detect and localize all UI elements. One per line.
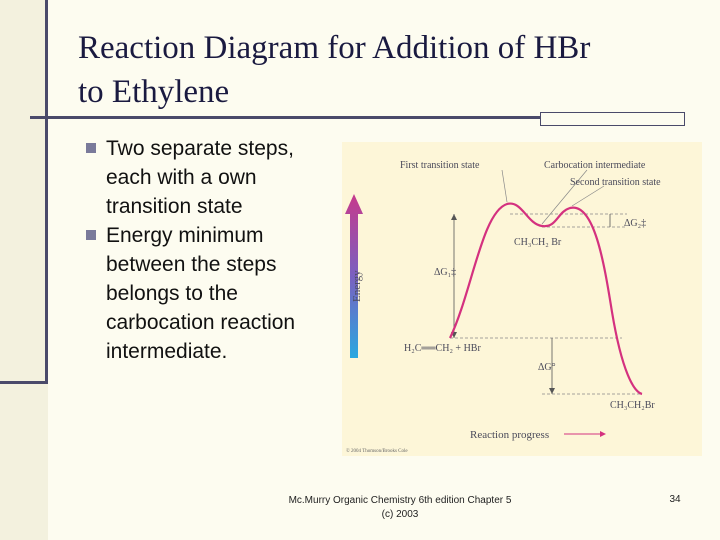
dg-overall-arrowhead-icon (549, 388, 555, 394)
bullet-square-icon (86, 230, 96, 240)
bullet-square-icon (86, 143, 96, 153)
carbocation-label: Carbocation intermediate (544, 160, 646, 171)
bullet-text: Two separate steps, each with a own tran… (106, 137, 294, 218)
bullet-item: Energy minimum between the steps belongs… (86, 221, 336, 366)
energy-arrow-icon (345, 194, 363, 358)
progress-label: Reaction progress (470, 429, 549, 441)
second-ts-label: Second transition state (570, 177, 661, 188)
reaction-energy-curve (449, 202, 643, 396)
left-decor-bar (0, 0, 48, 540)
energy-axis-label: Energy (351, 270, 363, 302)
left-decor-rule (0, 381, 48, 384)
reaction-energy-diagram: Energy Reaction progress First transitio… (342, 142, 702, 456)
copyright-text: © 2004 Thomson/Brooks Cole (346, 448, 408, 454)
second-ts-pointer (571, 185, 605, 207)
slide-title: Reaction Diagram for Addition of HBr to … (78, 26, 698, 114)
intermediate-pointer (541, 169, 588, 225)
left-decor-panel (0, 0, 48, 384)
reactants-label: H₂C══CH₂ + HBr (404, 343, 481, 354)
first-ts-pointer (501, 169, 508, 203)
bullet-text: Energy minimum between the steps belongs… (106, 224, 296, 363)
footer-line1: Mc.Murry Organic Chemistry 6th edition C… (288, 495, 512, 506)
dg2-label: ΔG₂‡ (624, 218, 646, 229)
dg-overall-label: ΔG° (538, 362, 556, 373)
footer: Mc.Murry Organic Chemistry 6th edition C… (250, 494, 550, 522)
dg1-label: ΔG₁‡ (434, 267, 456, 278)
title-underline-box (540, 112, 685, 126)
slide-title-line2: to Ethylene (78, 74, 230, 110)
title-underline (30, 116, 685, 119)
product-label: CH₃CH₂Br (610, 400, 655, 411)
bullet-item: Two separate steps, each with a own tran… (86, 134, 336, 221)
dg1-arrowhead-icon (451, 214, 457, 220)
progress-arrowhead-icon (600, 431, 606, 437)
first-ts-label: First transition state (400, 160, 480, 171)
page-number: 34 (669, 494, 681, 505)
diagram-svg: Energy Reaction progress First transitio… (345, 160, 661, 454)
bullet-list: Two separate steps, each with a own tran… (86, 134, 336, 366)
intermediate-species-label: CH₃CH₂ Br (514, 237, 562, 248)
footer-line2: (c) 2003 (381, 509, 419, 520)
slide-title-line1: Reaction Diagram for Addition of HBr (78, 30, 591, 66)
